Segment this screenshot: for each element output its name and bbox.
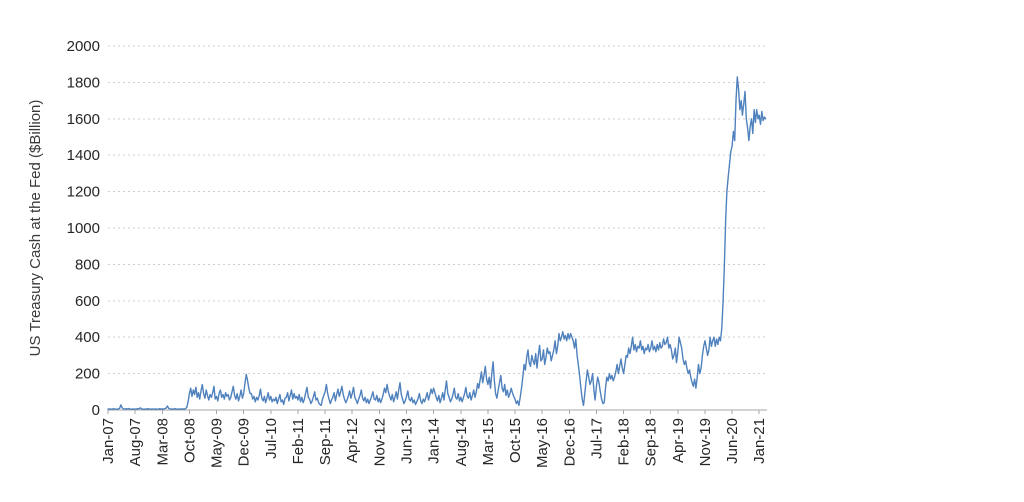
- x-tick-label: Jun-13: [399, 418, 416, 464]
- x-tick-label: Apr-12: [344, 418, 361, 463]
- y-tick-label: 0: [92, 402, 100, 419]
- y-tick-label: 600: [75, 293, 100, 310]
- x-tick-label: Nov-12: [371, 418, 388, 466]
- x-tick-label: Oct-15: [507, 418, 524, 463]
- x-axis-tick-labels: Jan-07 Aug-07 Mar-08 Oct-08 May-09 Dec-09 Jul-…: [100, 418, 768, 468]
- x-tick-label: May-09: [209, 418, 226, 468]
- x-tick-label: Aug-14: [453, 418, 470, 466]
- x-tick-label: Jul-17: [588, 418, 605, 459]
- y-tick-label: 800: [75, 256, 100, 273]
- x-tick-label: Feb-18: [616, 418, 633, 466]
- x-tick-label: Sep-11: [317, 418, 334, 465]
- x-tick-label: Dec-16: [561, 418, 578, 466]
- treasury-cash-series-line: [107, 76, 767, 410]
- y-axis-tick-labels: 0 200 400 600 800 1000 1200 1400 1600 1800 2000: [67, 38, 100, 419]
- y-tick-label: 2000: [67, 38, 100, 55]
- y-tick-label: 1200: [67, 184, 100, 201]
- x-tick-label: Nov-19: [697, 418, 714, 466]
- x-tick-label: Mar-08: [154, 418, 171, 466]
- x-tick-label: Jun-20: [724, 418, 741, 464]
- x-axis: [107, 409, 767, 414]
- y-tick-label: 1400: [67, 147, 100, 164]
- y-tick-label: 1600: [67, 111, 100, 128]
- x-tick-label: Dec-09: [236, 418, 253, 466]
- y-axis-title: US Treasury Cash at the Fed ($Billion): [27, 100, 44, 357]
- x-tick-label: May-16: [534, 418, 551, 468]
- x-tick-label: Jan-21: [751, 418, 768, 464]
- gridlines: [108, 45, 767, 375]
- y-tick-label: 200: [75, 366, 100, 383]
- x-tick-label: Jan-14: [426, 418, 443, 464]
- x-tick-label: Aug-07: [127, 418, 144, 466]
- x-tick-label: Jul-10: [263, 418, 280, 459]
- x-tick-label: Mar-15: [480, 418, 497, 466]
- y-tick-label: 1800: [67, 74, 100, 91]
- y-tick-label: 400: [75, 329, 100, 346]
- x-tick-label: Oct-08: [181, 418, 198, 463]
- x-tick-label: Sep-18: [643, 418, 660, 466]
- x-tick-label: Feb-11: [290, 418, 307, 464]
- data-series: [107, 76, 767, 410]
- x-tick-label: Jan-07: [100, 418, 117, 464]
- x-tick-label: Apr-19: [670, 418, 687, 463]
- y-tick-label: 1000: [67, 220, 100, 237]
